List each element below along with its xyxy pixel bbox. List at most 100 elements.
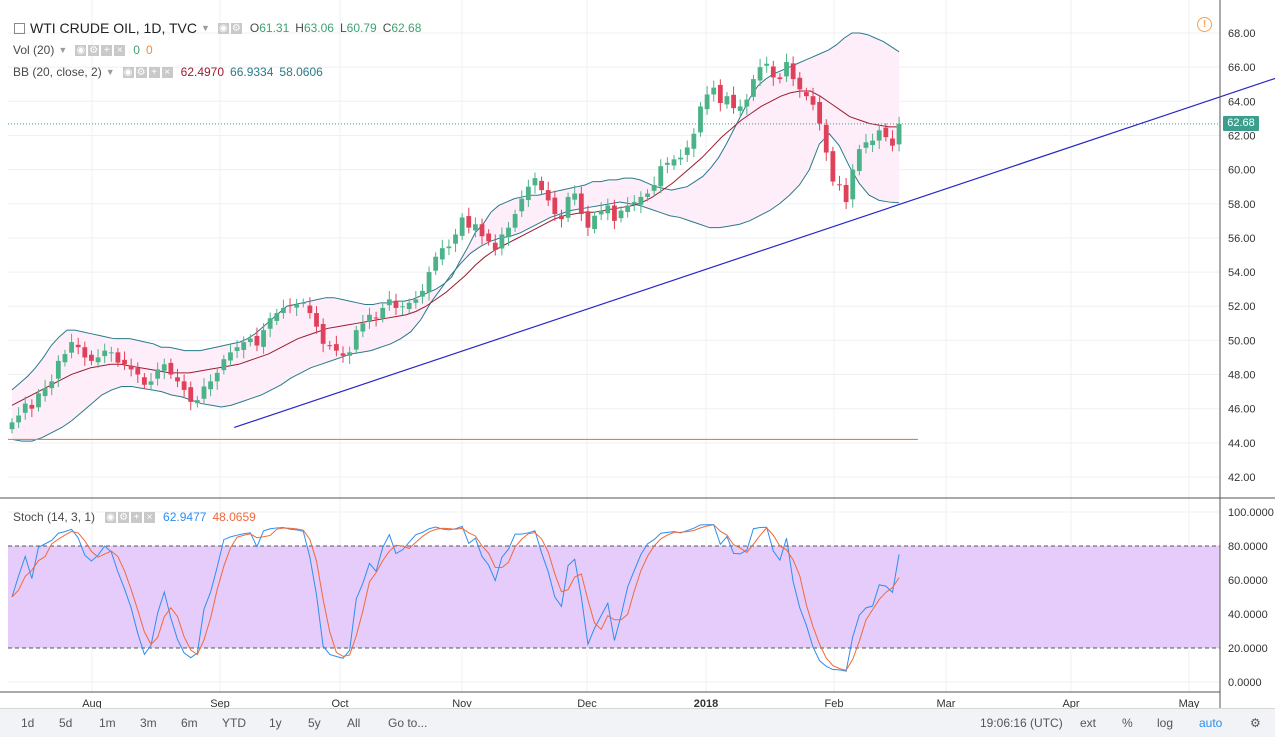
candle-body[interactable] [724,96,730,105]
candle-body[interactable] [631,202,637,205]
candle-body[interactable] [578,193,584,215]
candle-body[interactable] [777,77,783,80]
gear-icon[interactable]: ⚙ [230,22,242,34]
candle-body[interactable] [247,338,253,343]
candle-body[interactable] [327,345,333,347]
settings-gear-icon[interactable]: ⚙ [1250,716,1261,730]
candle-body[interactable] [9,422,15,430]
candle-body[interactable] [122,359,127,365]
candle-body[interactable] [347,352,353,356]
eye-icon[interactable]: ◉ [217,22,229,34]
candle-body[interactable] [605,205,611,214]
candle-body[interactable] [307,305,313,314]
candle-body[interactable] [214,372,220,382]
candle-body[interactable] [823,124,829,153]
candle-body[interactable] [115,352,121,363]
range-6m-button[interactable]: 6m [181,716,198,730]
candle-body[interactable] [704,94,710,110]
candle-body[interactable] [406,302,412,309]
candle-body[interactable] [585,211,591,228]
candle-body[interactable] [751,79,756,97]
candle-body[interactable] [400,306,405,308]
candle-body[interactable] [817,101,823,124]
candle-body[interactable] [82,347,88,358]
candle-body[interactable] [810,96,816,105]
candle-body[interactable] [155,369,161,379]
candle-body[interactable] [890,138,895,146]
candle-body[interactable] [287,305,293,307]
candle-body[interactable] [506,227,511,238]
candle-body[interactable] [804,92,809,97]
stochastic-pane[interactable] [8,524,1220,672]
candle-body[interactable] [684,147,690,155]
candle-body[interactable] [612,205,617,221]
eye-icon[interactable]: ◉ [75,44,87,56]
candle-body[interactable] [618,210,624,219]
candle-body[interactable] [784,62,789,77]
candle-body[interactable] [790,63,796,80]
candle-body[interactable] [870,140,875,146]
candle-body[interactable] [75,344,81,348]
candle-body[interactable] [373,317,379,319]
candle-body[interactable] [499,234,505,249]
candle-body[interactable] [161,364,167,371]
trend-line[interactable] [234,50,1275,429]
candle-body[interactable] [433,256,439,271]
candle-body[interactable] [764,63,770,66]
percent-button[interactable]: % [1122,716,1133,730]
candle-body[interactable] [274,313,280,321]
candle-body[interactable] [128,365,134,370]
candle-body[interactable] [731,94,736,109]
candle-body[interactable] [55,360,61,379]
gear-icon[interactable]: ⚙ [118,511,130,523]
candle-body[interactable] [678,157,684,160]
close-icon[interactable]: × [161,66,173,78]
chevron-down-icon[interactable]: ▼ [105,67,115,77]
candle-body[interactable] [876,130,882,141]
candle-body[interactable] [267,318,273,329]
range-5d-button[interactable]: 5d [59,716,73,730]
candle-body[interactable] [896,123,902,145]
candle-body[interactable] [413,299,419,303]
candle-body[interactable] [671,159,677,166]
ext-button[interactable]: ext [1080,716,1097,730]
close-icon[interactable]: × [114,44,126,56]
candle-body[interactable] [744,99,750,107]
candle-body[interactable] [473,224,478,231]
log-button[interactable]: log [1157,716,1174,730]
candle-body[interactable] [883,127,889,138]
candle-body[interactable] [486,233,492,242]
candle-body[interactable] [380,307,386,319]
candle-body[interactable] [651,184,657,191]
gear-icon[interactable]: ⚙ [88,44,100,56]
candle-body[interactable] [188,387,194,402]
range-3m-button[interactable]: 3m [140,716,157,730]
candle-body[interactable] [572,193,578,200]
candle-body[interactable] [89,354,94,361]
candle-body[interactable] [22,403,28,413]
candle-body[interactable] [532,178,538,186]
candle-body[interactable] [711,87,717,95]
candle-body[interactable] [737,106,743,111]
candle-body[interactable] [281,307,286,314]
candle-body[interactable] [658,166,664,187]
candle-body[interactable] [300,302,306,304]
candle-body[interactable] [645,193,650,197]
candle-body[interactable] [142,377,147,385]
candle-body[interactable] [175,377,180,382]
candle-body[interactable] [29,404,35,409]
candle-body[interactable] [261,330,266,347]
candle-body[interactable] [797,77,803,90]
chevron-down-icon[interactable]: ▼ [200,23,210,33]
candle-body[interactable] [837,184,842,186]
candle-body[interactable] [545,190,551,201]
candlestick-series[interactable] [9,53,902,434]
candle-body[interactable] [135,368,141,375]
candle-body[interactable] [466,216,472,228]
candle-body[interactable] [625,205,631,212]
chevron-down-icon[interactable]: ▼ [58,45,68,55]
range-ytd-button[interactable]: YTD [222,716,246,730]
candle-body[interactable] [592,215,597,230]
candle-body[interactable] [552,197,558,215]
candle-body[interactable] [254,335,260,346]
